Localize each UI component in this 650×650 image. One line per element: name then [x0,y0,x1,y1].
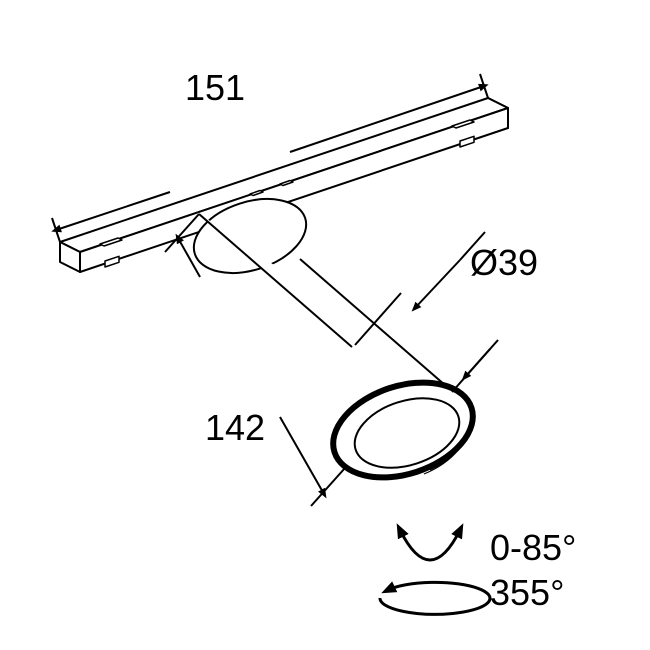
tilt-arrow-icon [400,530,460,560]
label-diameter: Ø39 [470,242,538,283]
technical-diagram: 151 142 Ø39 0-85° 355° [0,0,650,650]
label-track-length: 151 [185,67,245,108]
label-tilt-range: 0-85° [490,527,576,568]
label-tube-length: 142 [205,407,265,448]
rotation-arrow-icon [380,582,490,614]
label-rotation-range: 355° [490,572,564,613]
